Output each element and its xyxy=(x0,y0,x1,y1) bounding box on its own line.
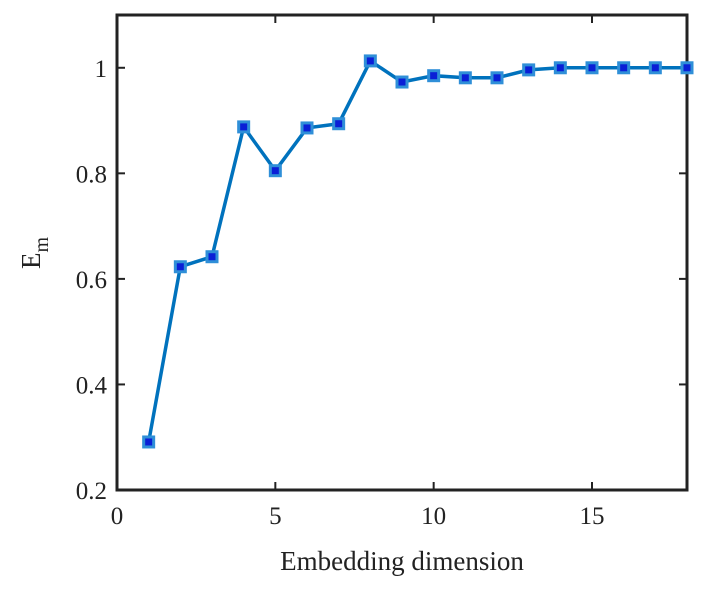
data-marker xyxy=(173,260,187,274)
data-marker xyxy=(553,61,567,75)
y-tick-label: 0.2 xyxy=(76,478,107,505)
data-marker xyxy=(332,117,346,131)
data-marker xyxy=(237,120,251,134)
x-tick-label: 5 xyxy=(269,503,282,530)
data-marker xyxy=(363,54,377,68)
data-line xyxy=(146,58,687,443)
y-tick-label: 1 xyxy=(95,56,108,83)
y-tick-label: 0.4 xyxy=(76,372,108,399)
data-marker xyxy=(585,61,599,75)
data-marker xyxy=(427,69,441,83)
y-axis-label-main: E xyxy=(16,253,46,270)
x-axis-label: Embedding dimension xyxy=(280,546,524,576)
data-marker xyxy=(490,71,504,85)
data-marker xyxy=(680,61,694,75)
data-marker xyxy=(268,164,282,178)
x-tick-label: 15 xyxy=(580,503,605,530)
data-marker xyxy=(522,63,536,77)
y-tick-label: 0.8 xyxy=(76,161,107,188)
data-marker xyxy=(300,121,314,135)
y-axis-label-subscript: m xyxy=(31,237,53,253)
x-tick-label: 0 xyxy=(111,503,124,530)
data-marker xyxy=(617,61,631,75)
data-marker xyxy=(458,71,472,85)
x-tick-label: 10 xyxy=(421,503,446,530)
data-marker xyxy=(648,61,662,75)
data-marker xyxy=(142,435,156,449)
y-axis-label: Em xyxy=(16,237,53,270)
data-marker xyxy=(205,250,219,264)
y-tick-label: 0.6 xyxy=(76,267,107,294)
data-marker xyxy=(395,75,409,89)
plot-frame xyxy=(115,13,689,492)
